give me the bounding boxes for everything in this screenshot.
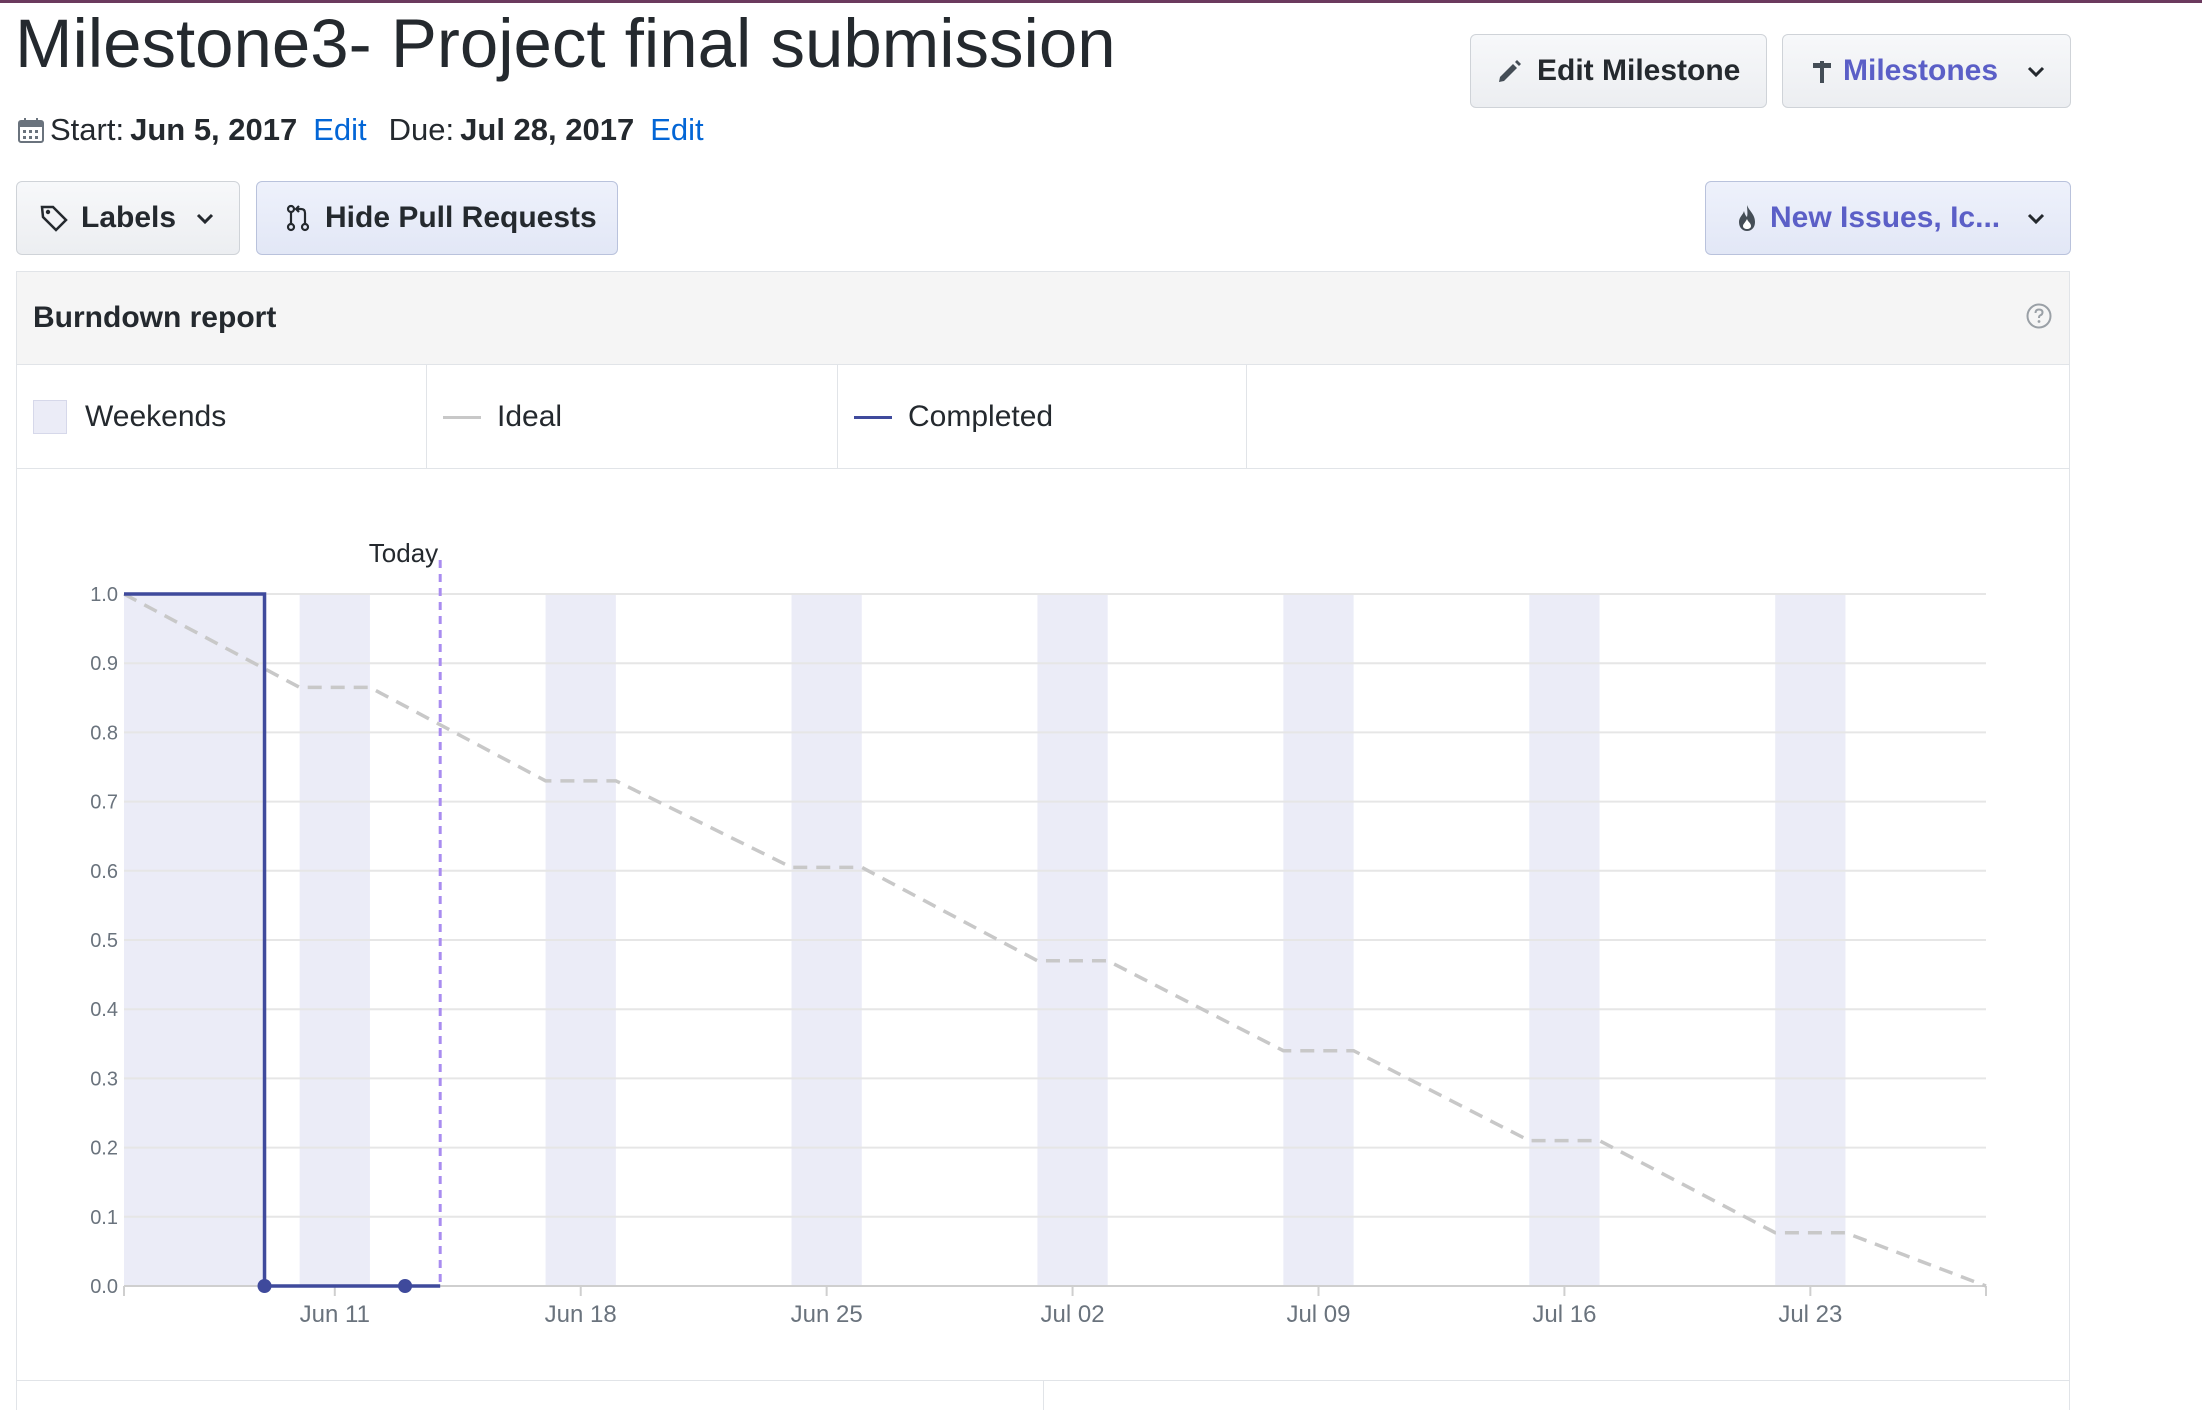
legend-empty-cell <box>1247 365 2069 469</box>
chevron-down-icon <box>2024 59 2048 83</box>
chevron-down-icon <box>193 206 217 230</box>
edit-milestone-button[interactable]: Edit Milestone <box>1470 34 1767 108</box>
panel-header: Burndown report <box>17 272 2069 365</box>
weekend-swatch <box>33 400 67 434</box>
start-label: Start: <box>50 112 125 147</box>
footer-divider <box>1043 1381 1044 1410</box>
edit-due-link[interactable]: Edit <box>650 112 704 147</box>
completed-line-swatch <box>854 415 892 419</box>
ideal-line-swatch <box>443 415 481 419</box>
pencil-icon <box>1495 56 1525 86</box>
milestone-signpost-icon <box>1807 56 1837 86</box>
start-date: Jun 5, 2017 <box>130 112 298 147</box>
due-date: Jul 28, 2017 <box>460 112 635 147</box>
burndown-panel: Burndown report Weekends Ideal Completed <box>16 271 2070 1410</box>
pull-request-icon <box>283 203 313 233</box>
legend-item-ideal[interactable]: Ideal <box>427 365 838 469</box>
top-accent-bar <box>0 0 2202 3</box>
new-issues-dropdown[interactable]: New Issues, Ic... <box>1705 181 2071 255</box>
panel-footer <box>17 1380 2069 1410</box>
page-title: Milestone3- Project final submission <box>15 5 1116 82</box>
help-icon[interactable] <box>2025 302 2053 330</box>
tag-icon <box>39 203 69 233</box>
labels-label: Labels <box>81 201 177 234</box>
new-issues-label: New Issues, Ic... <box>1770 201 2001 234</box>
edit-milestone-label: Edit Milestone <box>1537 54 1741 87</box>
due-label: Due: <box>388 112 455 147</box>
chevron-down-icon <box>2024 206 2048 230</box>
edit-start-link[interactable]: Edit <box>313 112 367 147</box>
milestones-dropdown[interactable]: Milestones <box>1782 34 2071 108</box>
chart-legend: Weekends Ideal Completed <box>17 365 2069 469</box>
legend-ideal-label: Ideal <box>497 400 563 433</box>
labels-dropdown[interactable]: Labels <box>16 181 240 255</box>
legend-item-weekends[interactable]: Weekends <box>17 365 427 469</box>
legend-weekends-label: Weekends <box>85 400 227 433</box>
legend-completed-label: Completed <box>908 400 1054 433</box>
milestones-label: Milestones <box>1843 54 1999 87</box>
flame-icon <box>1732 203 1762 233</box>
milestone-dates: Start: Jun 5, 2017 Edit Due: Jul 28, 201… <box>18 110 704 150</box>
calendar-icon <box>18 118 44 143</box>
legend-item-completed[interactable]: Completed <box>838 365 1247 469</box>
burndown-title: Burndown report <box>33 301 277 334</box>
hide-pull-requests-label: Hide Pull Requests <box>325 201 597 234</box>
hide-pull-requests-button[interactable]: Hide Pull Requests <box>256 181 618 255</box>
